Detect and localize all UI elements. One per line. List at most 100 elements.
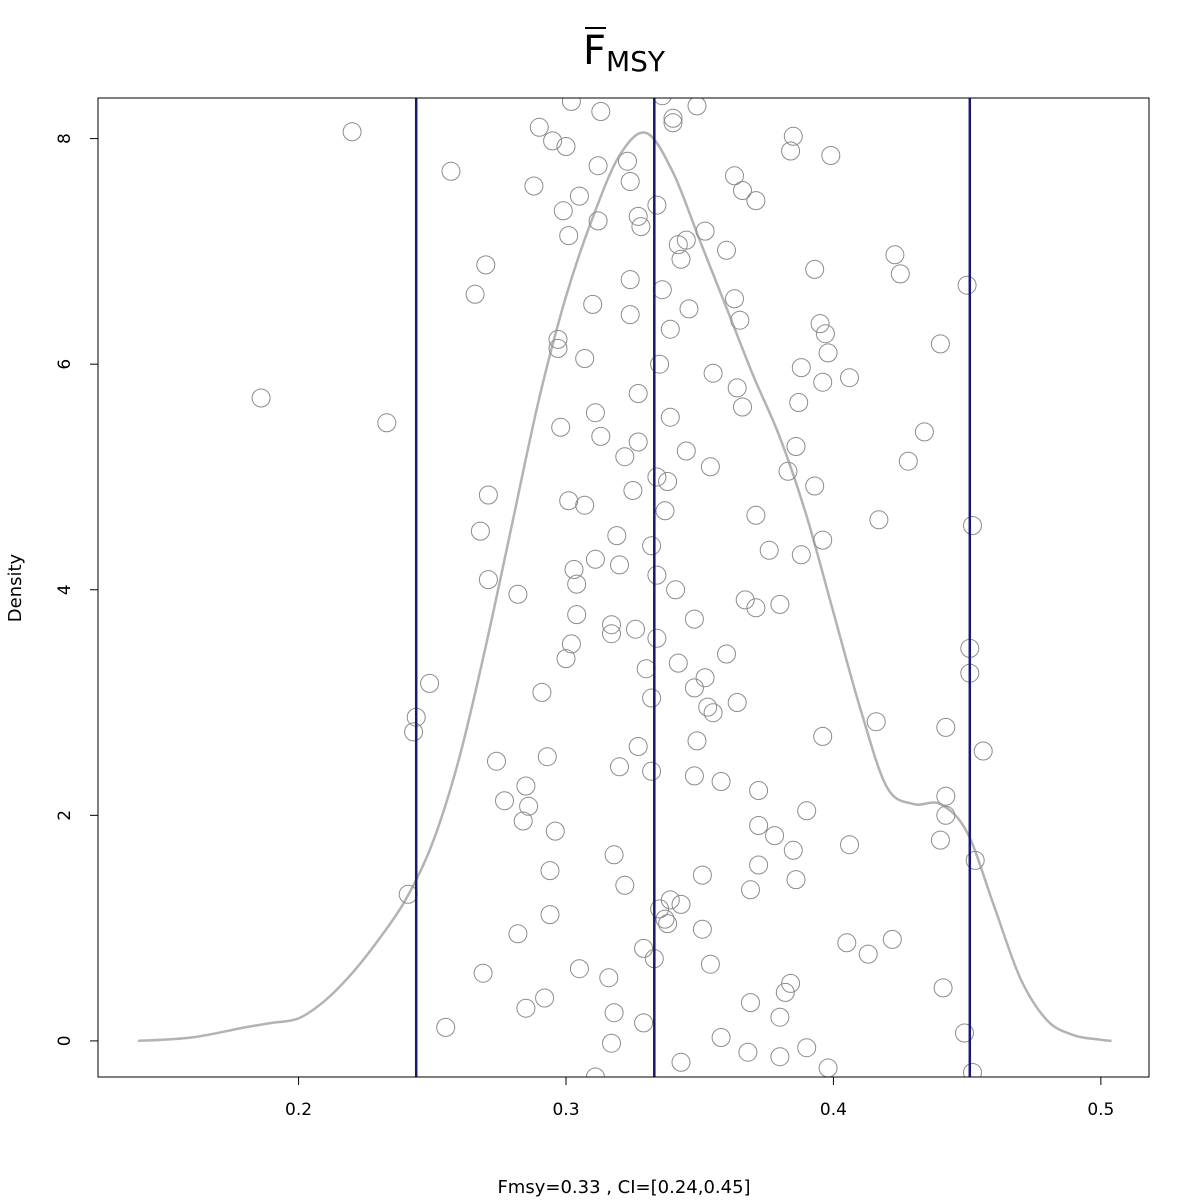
scatter-point [676, 230, 696, 250]
scatter-point [420, 673, 440, 693]
scatter-point [770, 594, 790, 614]
scatter-point [660, 890, 680, 910]
scatter-point [663, 113, 683, 133]
scatter-point [810, 314, 830, 334]
scatter-point [914, 422, 934, 442]
scatter-point [692, 865, 712, 885]
scatter-point [642, 536, 662, 556]
scatter-point [602, 624, 621, 644]
scatter-point [660, 407, 680, 427]
scatter-point [634, 938, 654, 958]
scatter-point [604, 1003, 624, 1023]
scatter-point [545, 821, 565, 841]
scatter-point [786, 437, 806, 456]
scatter-point [770, 1047, 790, 1067]
scatter-point [791, 358, 811, 378]
x-axis: 0.2 0.3 0.4 0.5 [285, 1077, 1114, 1120]
scatter-point [642, 688, 662, 708]
scatter-point [652, 280, 672, 300]
scatter-point [797, 801, 817, 821]
y-tick-label: 6 [55, 359, 75, 370]
scatter-point [738, 1042, 758, 1062]
scatter-point [840, 835, 859, 855]
scatter-point [898, 451, 918, 471]
scatter-point [746, 505, 766, 525]
scatter-point [741, 993, 760, 1013]
scatter-point [476, 255, 496, 275]
scatter-point [628, 206, 648, 226]
scatter-point [647, 628, 667, 648]
scatter-point [711, 1028, 731, 1047]
scatter-point [717, 240, 736, 260]
scatter-point [813, 530, 833, 550]
scatter-point [602, 615, 621, 635]
scatter-point [575, 349, 595, 368]
scatter-point [957, 275, 977, 295]
scatter-point [604, 845, 624, 865]
scatter-point [805, 476, 825, 496]
scatter-point [620, 172, 640, 191]
scatter-point [537, 747, 557, 767]
scatter-point [666, 580, 686, 600]
scatter-point [725, 289, 744, 309]
scatter-point [487, 751, 506, 771]
scatter-point [818, 1058, 838, 1077]
scatter-point [882, 929, 902, 949]
scatter-point [733, 181, 752, 200]
x-tick-label: 0.2 [285, 1100, 312, 1120]
scatter-point [634, 1013, 654, 1033]
scatter-point [658, 914, 678, 934]
scatter-point [543, 131, 563, 151]
scatter-point [342, 122, 362, 142]
scatter-point [778, 461, 798, 481]
scatter-point [703, 363, 723, 383]
scatter-point [671, 249, 691, 269]
scatter-point [727, 693, 747, 712]
scatter-point [813, 372, 833, 392]
scatter-point [775, 982, 795, 1002]
scatter-point [700, 954, 720, 974]
y-tick-label: 4 [55, 584, 75, 595]
scatter-point [620, 270, 640, 290]
scatter-point [532, 682, 552, 702]
scatter-point [615, 447, 635, 467]
scatter-point [866, 712, 886, 732]
scatter-point [559, 491, 579, 511]
scatter-point [559, 226, 579, 246]
scatter-point [936, 717, 956, 737]
scatter-point [858, 944, 878, 964]
scatter-point [679, 299, 699, 319]
scatter-point [524, 176, 544, 196]
scatter-point [930, 334, 950, 354]
scatter-point [591, 102, 611, 121]
x-tick-label: 0.3 [552, 1100, 579, 1120]
scatter-point [564, 560, 584, 579]
scatter-point [251, 388, 271, 408]
scatter-point [930, 830, 950, 850]
scatter-point [684, 766, 704, 786]
scatter-point [516, 776, 536, 796]
y-tick-label: 8 [55, 133, 75, 144]
scatter-point [687, 731, 707, 751]
scatter-point [626, 619, 645, 639]
scatter-point [551, 417, 571, 437]
scatter-point [610, 757, 629, 777]
scatter-point [783, 126, 803, 146]
scatter-point [653, 98, 672, 106]
scatter-point [567, 605, 587, 625]
scatter-point [936, 805, 956, 825]
scatter-point [797, 1038, 817, 1058]
scatter-point [553, 201, 573, 221]
scatter-point [470, 521, 490, 541]
scatter-point [741, 880, 760, 900]
plot-frame [97, 97, 1150, 1078]
scatter-point [818, 343, 838, 363]
scatter-point [711, 772, 731, 791]
scatter-point [746, 598, 766, 618]
scatter-point [676, 441, 696, 461]
scatter-point [791, 545, 811, 565]
scatter-point [663, 108, 683, 128]
scatter-point [647, 565, 667, 585]
scatter-point [698, 697, 718, 717]
scatter-point [478, 485, 498, 505]
